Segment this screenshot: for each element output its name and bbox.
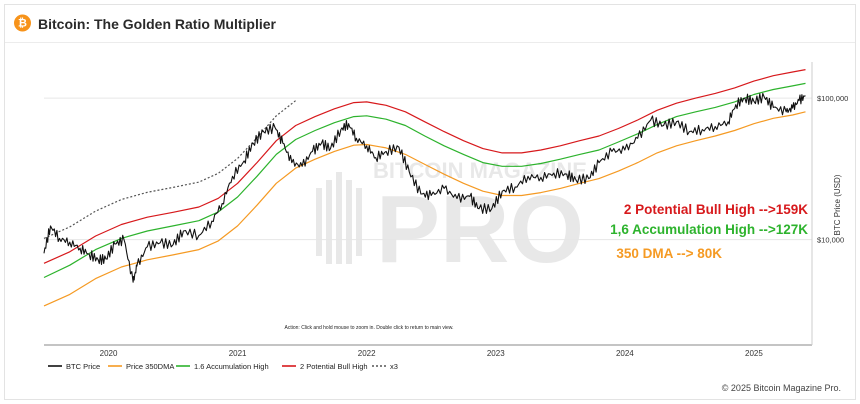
legend-item-bull[interactable]: 2 Potential Bull High bbox=[282, 362, 368, 371]
legend[interactable]: BTC Price Price 350DMA 1.6 Accumulation Hi… bbox=[48, 362, 398, 371]
legend-label: 1.6 Accumulation High bbox=[194, 362, 269, 371]
legend-item-accumulation[interactable]: 1.6 Accumulation High bbox=[176, 362, 269, 371]
x-tick-label: 2025 bbox=[745, 349, 763, 358]
annotation-text: 2 Potential Bull High -->159K bbox=[624, 202, 808, 217]
x-tick-label: 2020 bbox=[100, 349, 118, 358]
series-line-bull bbox=[43, 69, 806, 264]
chart-title: Bitcoin: The Golden Ratio Multiplier bbox=[38, 16, 276, 32]
gridlines bbox=[44, 97, 812, 241]
zoom-hint: Action: Click and hold mouse to zoom in.… bbox=[285, 325, 454, 331]
x-tick-labels: 2020 2021 2022 2023 2024 2025 bbox=[100, 349, 764, 358]
legend-label: Price 350DMA bbox=[126, 362, 174, 371]
watermark-logo-icon bbox=[316, 172, 362, 264]
annotation-text: 350 DMA --> 80K bbox=[616, 246, 722, 261]
series-line-dma350 bbox=[43, 111, 806, 307]
series-line-btc bbox=[43, 92, 806, 283]
annotations: 2 Potential Bull High -->159K 1,6 Accumul… bbox=[610, 202, 808, 261]
series-layer bbox=[43, 69, 806, 307]
x-tick-label: 2023 bbox=[487, 349, 505, 358]
watermark: BITCOIN MAGAZINE PRO bbox=[316, 158, 587, 283]
chart-header: ₿ Bitcoin: The Golden Ratio Multiplier bbox=[5, 5, 855, 43]
y-tick-label: $100,000 bbox=[817, 94, 848, 103]
series-line-x3 bbox=[43, 100, 297, 239]
legend-item-btc[interactable]: BTC Price bbox=[48, 362, 100, 371]
legend-label: x3 bbox=[390, 362, 398, 371]
y-tick-labels: $10,000 $100,000 bbox=[817, 94, 848, 245]
legend-item-dma350[interactable]: Price 350DMA bbox=[108, 362, 174, 371]
x-tick-label: 2022 bbox=[358, 349, 376, 358]
bitcoin-logo-icon: ₿ bbox=[14, 14, 31, 32]
copyright-text: © 2025 Bitcoin Magazine Pro. bbox=[721, 383, 841, 393]
series-line-accumulation bbox=[43, 82, 806, 279]
axes bbox=[44, 62, 813, 346]
y-tick-label: $10,000 bbox=[817, 236, 844, 245]
x-tick-label: 2021 bbox=[229, 349, 247, 358]
x-tick-label: 2024 bbox=[616, 349, 634, 358]
legend-label: BTC Price bbox=[66, 362, 100, 371]
legend-label: 2 Potential Bull High bbox=[300, 362, 368, 371]
y-axis-label: BTC Price (USD) bbox=[833, 174, 842, 235]
legend-item-x3[interactable]: x3 bbox=[372, 362, 398, 371]
chart-card: ₿ Bitcoin: The Golden Ratio Multiplier ©… bbox=[4, 4, 856, 400]
annotation-text: 1,6 Accumulation High -->127K bbox=[610, 222, 808, 237]
watermark-main-text: PRO bbox=[376, 176, 584, 283]
